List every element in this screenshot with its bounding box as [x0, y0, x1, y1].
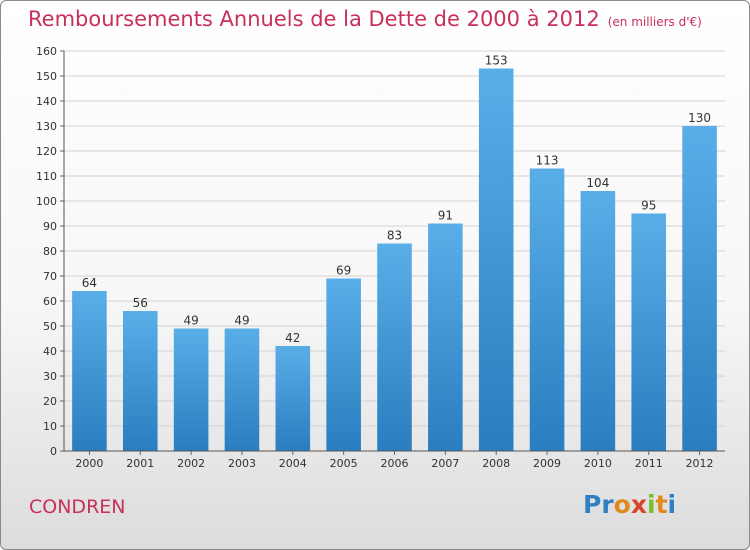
- bar: [326, 278, 361, 451]
- x-tick-label: 2002: [177, 457, 205, 470]
- x-axis: 2000 2001 2002 2003 2004 2005 2006 2007 2008 2009…: [64, 450, 725, 470]
- y-tick-label: 90: [43, 220, 57, 233]
- logo-letter: t: [655, 490, 668, 519]
- bars: 64 56 49 49 42 69 83 91 153 113 104 95 130: [72, 54, 717, 451]
- y-tick-label: 100: [36, 195, 57, 208]
- logo-letter: P: [583, 490, 602, 519]
- bar: [428, 223, 463, 451]
- x-tick-label: 2000: [75, 457, 103, 470]
- y-tick-label: 30: [43, 370, 57, 383]
- data-label: 42: [285, 331, 300, 345]
- data-label: 91: [438, 209, 453, 223]
- y-tick-label: 110: [36, 170, 57, 183]
- chart-subtitle: (en milliers d'€): [607, 15, 702, 29]
- data-label: 104: [586, 176, 609, 190]
- data-label: 49: [234, 314, 249, 328]
- y-tick-label: 10: [43, 420, 57, 433]
- y-tick-label: 130: [36, 120, 57, 133]
- data-label: 56: [133, 296, 148, 310]
- data-label: 83: [387, 229, 402, 243]
- bar: [377, 243, 412, 451]
- data-label: 95: [641, 199, 656, 213]
- y-tick-label: 0: [50, 445, 57, 458]
- proxiti-logo: Proxiti: [583, 490, 676, 519]
- bar: [72, 291, 107, 451]
- x-tick-label: 2005: [330, 457, 358, 470]
- chart-title-text: Remboursements Annuels de la Dette de 20…: [28, 7, 600, 31]
- logo-letter: r: [601, 490, 614, 519]
- bar: [580, 191, 616, 451]
- logo-letter: i: [647, 490, 656, 519]
- data-label: 69: [336, 264, 351, 278]
- logo-letter: i: [667, 490, 677, 519]
- x-tick-label: 2004: [279, 457, 307, 470]
- y-tick-label: 20: [43, 395, 57, 408]
- bar: [224, 328, 260, 451]
- bar: [275, 346, 311, 451]
- bar: [631, 213, 667, 451]
- y-tick-label: 70: [43, 270, 57, 283]
- x-tick-label: 2001: [126, 457, 154, 470]
- x-tick-label: 2009: [533, 457, 561, 470]
- data-label: 64: [82, 276, 97, 290]
- x-tick-label: 2010: [584, 457, 612, 470]
- y-tick-label: 60: [43, 295, 57, 308]
- data-label: 113: [536, 154, 559, 168]
- data-label: 153: [485, 54, 508, 68]
- commune-name: CONDREN: [29, 496, 126, 518]
- y-tick-label: 50: [43, 320, 57, 333]
- logo-letter: x: [630, 490, 647, 519]
- bar: [173, 328, 209, 451]
- x-tick-label: 2012: [686, 457, 714, 470]
- y-tick-label: 160: [36, 45, 57, 58]
- bar: [478, 68, 514, 451]
- x-tick-label: 2007: [431, 457, 459, 470]
- y-tick-label: 120: [36, 145, 57, 158]
- y-tick-label: 40: [43, 345, 57, 358]
- bar: [122, 311, 158, 451]
- x-tick-label: 2011: [635, 457, 663, 470]
- x-tick-label: 2008: [482, 457, 510, 470]
- logo-letter: o: [613, 490, 631, 519]
- bar: [682, 126, 717, 451]
- x-tick-label: 2003: [228, 457, 256, 470]
- y-tick-label: 80: [43, 245, 57, 258]
- bar: [529, 168, 565, 451]
- chart-title: Remboursements Annuels de la Dette de 20…: [28, 7, 702, 31]
- y-axis: 0 10 20 30 40 50 60 70 80 90 100 110 120 130 140 150 160: [36, 45, 65, 458]
- y-tick-label: 150: [36, 70, 57, 83]
- data-label: 130: [688, 111, 711, 125]
- x-tick-label: 2006: [381, 457, 409, 470]
- y-tick-label: 140: [36, 95, 57, 108]
- data-label: 49: [183, 314, 198, 328]
